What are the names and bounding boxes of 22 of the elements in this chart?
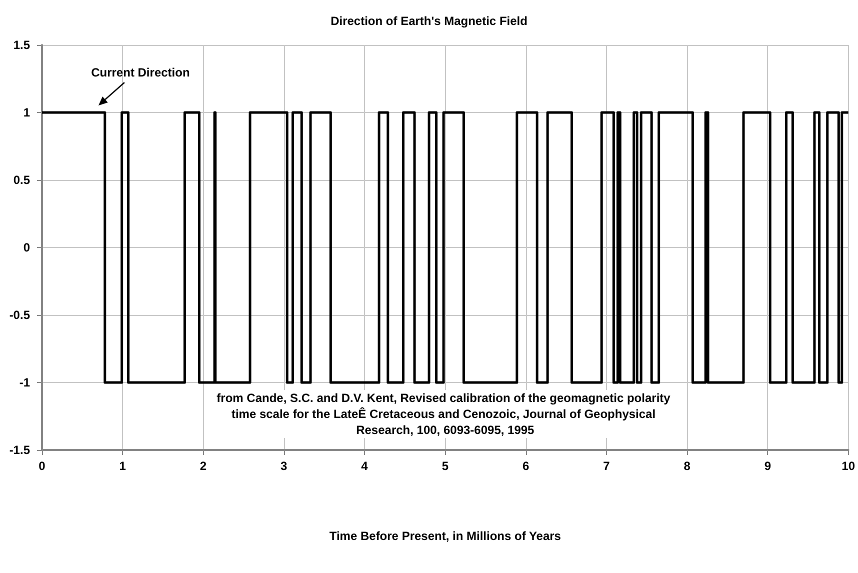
y-tick-label: -1.5 (9, 443, 30, 457)
y-tick-label: -1 (19, 376, 30, 390)
x-axis-title: Time Before Present, in Millions of Years (329, 529, 562, 543)
y-tick-label: 0.5 (13, 173, 30, 187)
x-tick-label: 9 (764, 459, 772, 473)
x-tick-label: 2 (200, 459, 207, 473)
x-tick-label: 7 (603, 459, 610, 473)
x-tick-label: 0 (38, 459, 46, 473)
y-tick-label: 1 (23, 106, 30, 120)
x-tick-label: 4 (361, 459, 368, 473)
chart-title: Direction of Earth's Magnetic Field (330, 14, 528, 28)
x-tick-label: 5 (442, 459, 449, 473)
annotation: Current Direction (91, 66, 190, 80)
x-tick-label: 6 (522, 459, 530, 473)
x-tick-label: 3 (280, 459, 288, 473)
x-tick-label: 10 (842, 459, 856, 473)
y-tick-label: 1.5 (13, 38, 30, 52)
x-tick-label: 8 (684, 459, 691, 473)
x-tick-label: 1 (119, 459, 126, 473)
annotation: from Cande, S.C. and D.V. Kent, Revised calibration of the geomagnetic polarity time scale for the LateÊ Cretaceous and Cenozoic, Journal of Geophysical Research, 100, 6093-6095, 1995 (216, 391, 674, 437)
y-tick-label: -0.5 (9, 308, 30, 322)
y-tick-label: 0 (23, 240, 30, 254)
